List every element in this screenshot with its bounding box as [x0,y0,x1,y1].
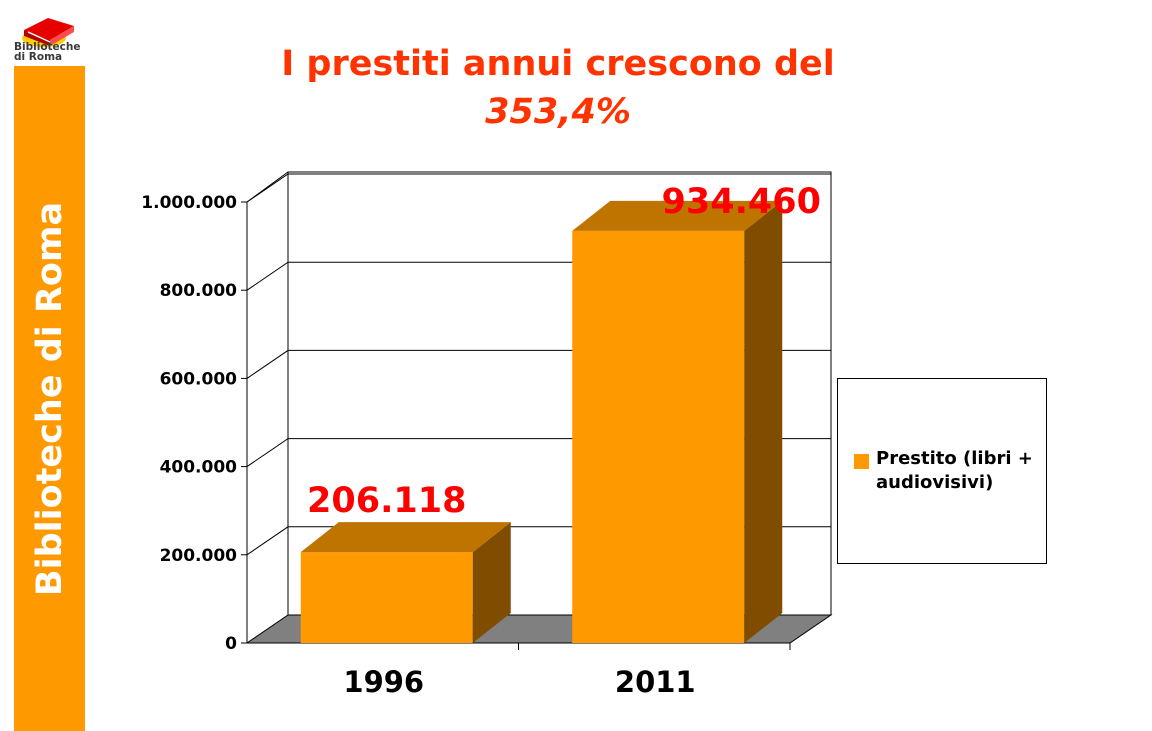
bar-2011-top [572,200,783,231]
bar-1996-side [472,522,511,643]
y-tick-label: 1.000.000 [141,193,237,213]
page-title: I prestiti annui crescono del 353,4% [160,40,956,136]
y-tick-label: 800.000 [160,281,238,301]
logo-text: Biblioteche di Roma [14,41,81,63]
sidebar-band: Biblioteche di Roma [14,66,85,731]
bar-2011-front [572,230,745,643]
chart-bars [300,200,783,643]
title-line-1: I prestiti annui crescono del [281,44,835,84]
back-wall-outline [287,171,832,615]
legend: Prestito (libri + audiovisivi) [837,378,1047,564]
x-tick-label: 2011 [615,665,696,699]
bar-1996-top [300,522,511,553]
data-label: 934.460 [662,182,821,222]
bar-1996-front [300,552,473,643]
y-tick-label: 200.000 [160,546,238,566]
x-tick-labels: 1996 2011 [343,665,695,699]
legend-swatch [854,454,869,469]
data-label: 206.118 [307,481,466,521]
bar-2011-side [744,200,783,643]
legend-label: Prestito (libri + audiovisivi) [876,448,1033,493]
y-tick-labels: 0 200.000 400.000 600.000 800.000 1.000.000 [141,193,237,654]
book-logo-icon [22,18,74,47]
y-tick-label: 400.000 [160,458,238,478]
title-line-2: 353,4% [485,92,631,132]
y-tick-label: 0 [225,634,237,654]
x-tick-label: 1996 [343,665,424,699]
data-labels: 206.118 934.460 [307,182,821,521]
gridline [246,173,831,203]
y-tick-label: 600.000 [160,369,238,389]
